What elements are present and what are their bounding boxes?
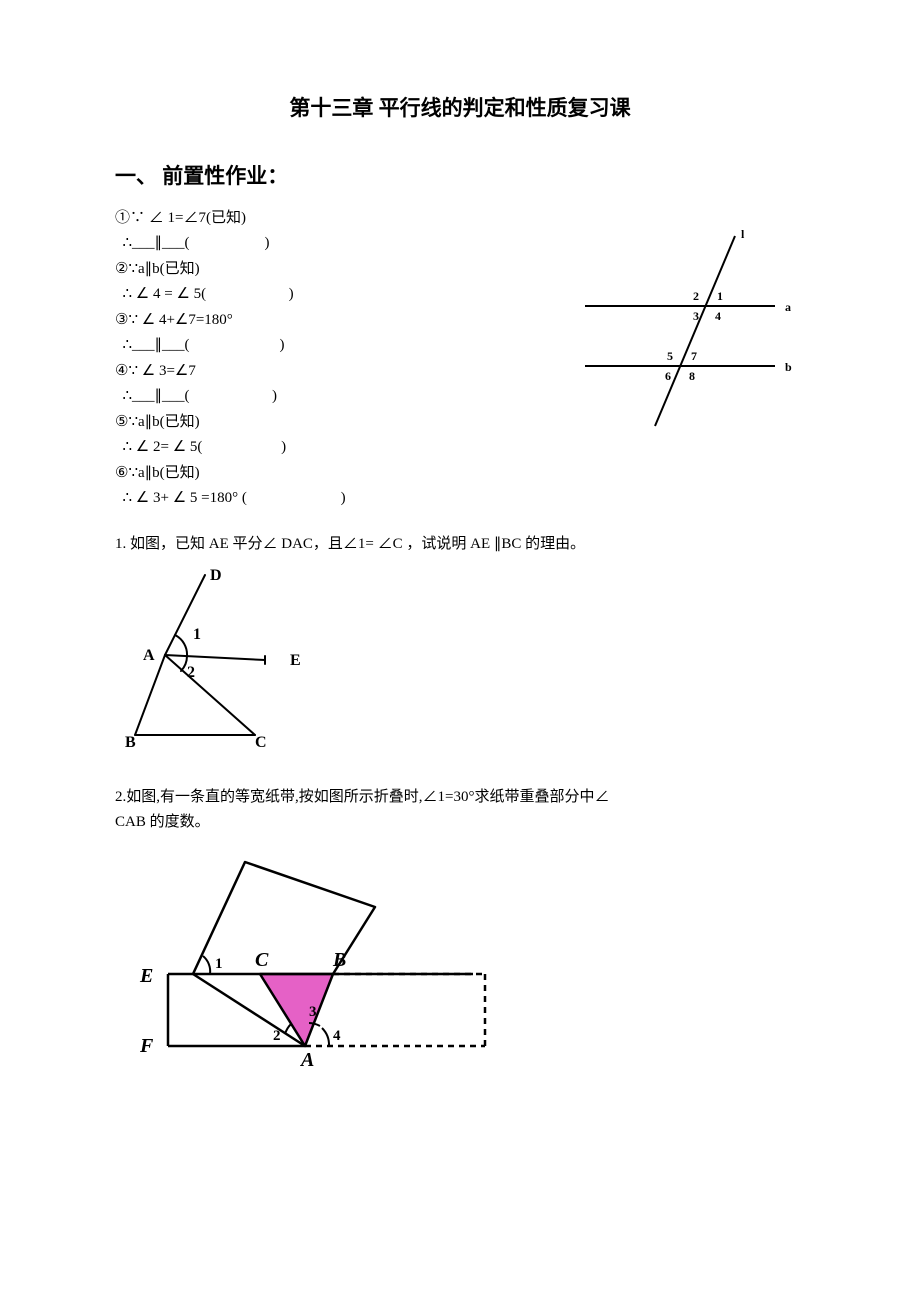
ex-line: ②∵a∥b(已知) (115, 257, 545, 283)
exercise-lines: ①∵ ∠ 1=∠7(已知) ∴___∥___( ) ②∵a∥b(已知) ∴ ∠ … (115, 206, 545, 512)
ex-line: ∴ ∠ 2= ∠ 5( ) (115, 435, 545, 461)
svg-text:E: E (139, 965, 153, 987)
svg-text:l: l (741, 227, 745, 241)
svg-text:F: F (139, 1035, 154, 1057)
svg-text:a: a (785, 300, 791, 314)
page-title: 第十三章 平行线的判定和性质复习课 (115, 90, 805, 128)
svg-text:6: 6 (665, 369, 671, 383)
ex-line: ∴___∥___( ) (115, 231, 545, 257)
svg-text:3: 3 (693, 309, 699, 323)
svg-text:2: 2 (273, 1028, 281, 1044)
svg-text:C: C (255, 734, 267, 751)
ex-line: ①∵ ∠ 1=∠7(已知) (115, 206, 545, 232)
svg-text:B: B (332, 949, 346, 971)
svg-text:A: A (143, 647, 155, 664)
problem-2-text-a: 2.如图,有一条直的等宽纸带,按如图所示折叠时,∠1=30°求纸带重叠部分中∠ (115, 785, 805, 811)
svg-text:D: D (210, 567, 222, 584)
svg-text:7: 7 (691, 349, 697, 363)
svg-text:A: A (299, 1049, 314, 1071)
problem-2-text-b: CAB 的度数。 (115, 810, 805, 836)
ex-line: ∴___∥___( ) (115, 384, 545, 410)
ex-line: ⑥∵a∥b(已知) (115, 461, 545, 487)
problem-2: 2.如图,有一条直的等宽纸带,按如图所示折叠时,∠1=30°求纸带重叠部分中∠ … (115, 785, 805, 1084)
ex-line: ∴ ∠ 4 = ∠ 5( ) (115, 282, 545, 308)
svg-text:E: E (290, 652, 301, 669)
svg-text:b: b (785, 360, 792, 374)
svg-text:B: B (125, 734, 136, 751)
ex-line: ∴___∥___( ) (115, 333, 545, 359)
problem-1-figure: A B C D E 1 2 (115, 565, 805, 765)
problem-1-text: 1. 如图，已知 AE 平分∠ DAC，且∠1= ∠C ，试说明 AE ∥BC … (115, 532, 805, 558)
section-heading: 一、 前置性作业： (115, 158, 805, 196)
svg-text:5: 5 (667, 349, 673, 363)
svg-text:2: 2 (187, 664, 195, 681)
transversal-figure: l a b 1 2 3 4 5 6 7 8 (545, 206, 805, 466)
svg-text:1: 1 (193, 626, 201, 643)
ex-line: ∴ ∠ 3+ ∠ 5 =180° ( ) (115, 486, 545, 512)
svg-text:8: 8 (689, 369, 695, 383)
svg-text:4: 4 (715, 309, 721, 323)
svg-text:C: C (255, 949, 269, 971)
svg-text:1: 1 (215, 956, 223, 972)
problem-2-figure: E F C B A 1 2 34 (115, 844, 805, 1084)
svg-text:4: 4 (333, 1028, 341, 1044)
svg-text:1: 1 (717, 289, 723, 303)
svg-text:2: 2 (693, 289, 699, 303)
ex-line: ⑤∵a∥b(已知) (115, 410, 545, 436)
exercise-block: ①∵ ∠ 1=∠7(已知) ∴___∥___( ) ②∵a∥b(已知) ∴ ∠ … (115, 206, 805, 512)
problem-1: 1. 如图，已知 AE 平分∠ DAC，且∠1= ∠C ，试说明 AE ∥BC … (115, 532, 805, 765)
ex-line: ③∵ ∠ 4+∠7=180° (115, 308, 545, 334)
ex-line: ④∵ ∠ 3=∠7 (115, 359, 545, 385)
svg-text:3: 3 (309, 1004, 317, 1020)
